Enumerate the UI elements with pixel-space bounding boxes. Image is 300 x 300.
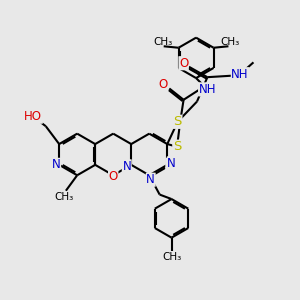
Text: N: N: [166, 158, 175, 171]
Text: HO: HO: [24, 110, 42, 123]
Text: N: N: [146, 173, 155, 186]
Text: O: O: [159, 77, 168, 91]
Text: N: N: [52, 158, 61, 171]
Text: NH: NH: [199, 83, 216, 96]
Text: O: O: [109, 170, 118, 183]
Text: O: O: [179, 57, 188, 70]
Text: S: S: [173, 140, 181, 153]
Text: S: S: [173, 115, 182, 128]
Text: N: N: [122, 160, 131, 173]
Text: CH₃: CH₃: [162, 252, 181, 262]
Text: NH: NH: [231, 68, 249, 81]
Text: CH₃: CH₃: [54, 192, 73, 202]
Text: N: N: [167, 157, 176, 170]
Text: CH₃: CH₃: [153, 37, 172, 47]
Text: CH₃: CH₃: [220, 37, 239, 47]
